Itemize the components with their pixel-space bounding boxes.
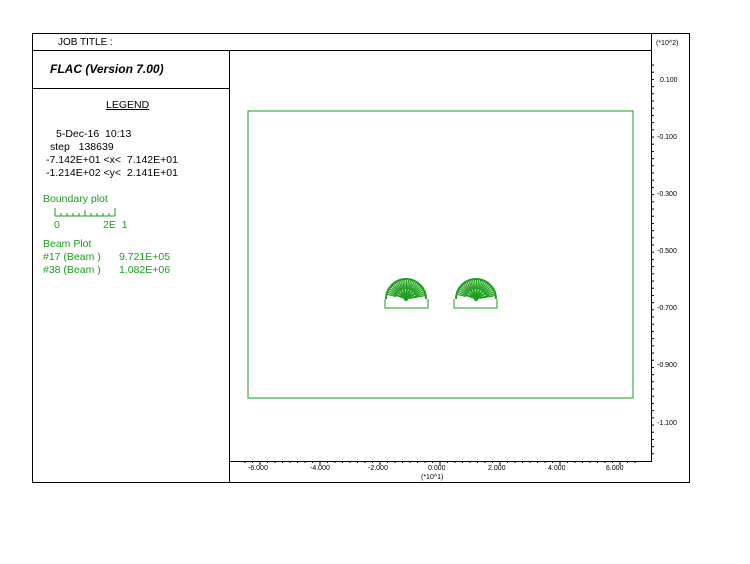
y-tick-label: -1.100 [657, 420, 677, 427]
beam-force-line [410, 281, 418, 291]
legend-y-range: -1.214E+02 <y< 2.141E+01 [46, 167, 178, 179]
beam-force-line [409, 289, 424, 298]
beam-force-line [457, 289, 473, 298]
legend-date: 5-Dec-16 10:13 [56, 128, 131, 141]
beam-value: 1.082E+06 [119, 264, 171, 276]
beam-force-line [388, 287, 398, 295]
beam-force-line [387, 291, 409, 301]
beam-force-line [407, 280, 416, 296]
job-title-label: JOB TITLE : [58, 37, 113, 48]
x-scale-label: (*10^1) [421, 474, 444, 481]
legend-step: step 138639 [50, 141, 114, 154]
beam-force-line [386, 293, 397, 298]
beam-force-line [483, 285, 492, 294]
beam-force-line [404, 279, 406, 290]
legend-step-value: 138639 [78, 141, 114, 153]
boundary-scale-bar [54, 208, 116, 217]
model-boundary [247, 110, 634, 399]
x-tick-label: 4.000 [548, 465, 566, 472]
program-title: FLAC (Version 7.00) [50, 62, 164, 76]
x-tick-label: -2.000 [368, 465, 388, 472]
y-tick-label: -0.700 [657, 305, 677, 312]
x-tick-label: 2.000 [488, 465, 506, 472]
scale-max-label: 2E 1 [103, 219, 128, 231]
scale-min-label: 0 [54, 219, 60, 231]
beam-force-line [407, 279, 412, 290]
legend-heading: LEGEND [106, 99, 150, 111]
beam-id: #38 (Beam ) [43, 264, 101, 276]
beam-force-line [478, 284, 491, 297]
beam-force-line [461, 284, 474, 297]
beam-force-line [387, 289, 403, 298]
x-tick-label: 6.000 [606, 465, 624, 472]
beam-force-line [413, 285, 422, 294]
beam-force-line [408, 284, 421, 297]
beam-force-line [405, 279, 410, 296]
header-divider [32, 50, 652, 51]
left-panel-divider [229, 50, 230, 483]
beam-row-2: #38 (Beam ) 1.082E+06 [43, 264, 170, 277]
x-tick-label: -4.000 [310, 465, 330, 472]
beam-force-line [479, 289, 494, 298]
beam-force-line [462, 283, 471, 292]
beam-force-line [401, 279, 406, 296]
beam-force-line [457, 291, 479, 301]
tunnel-right [453, 278, 498, 309]
boundary-plot-label: Boundary plot [43, 193, 108, 205]
y-tick-label: -0.500 [657, 248, 677, 255]
beam-force-line [409, 294, 426, 299]
y-tick-label: -0.300 [657, 191, 677, 198]
legend-x-range: -7.142E+01 <x< 7.142E+01 [46, 154, 178, 166]
plot-frame [32, 33, 690, 483]
beam-force-line [471, 279, 476, 296]
legend-time-value: 10:13 [105, 128, 132, 140]
beam-force-line [479, 294, 496, 299]
y-tick-label: 0.100 [660, 77, 678, 84]
right-axis-line [651, 33, 652, 461]
beam-force-line [475, 279, 480, 296]
x-tick-label: -6.000 [248, 465, 268, 472]
beam-force-line [396, 281, 405, 296]
beam-force-line [456, 293, 467, 298]
beam-force-line [477, 279, 482, 290]
beam-row-1: #17 (Beam ) 9.721E+05 [43, 251, 170, 264]
beam-force-line [466, 281, 475, 296]
beam-force-line [485, 290, 495, 296]
beam-force-line [480, 281, 488, 291]
beam-force-line [477, 280, 486, 296]
legend-date-value: 5-Dec-16 [56, 128, 100, 140]
tunnel-left [384, 278, 429, 309]
beam-id: #17 (Beam ) [43, 251, 101, 263]
y-tick-label: -0.100 [657, 134, 677, 141]
y-tick-label: -0.900 [657, 362, 677, 369]
beam-force-line [474, 279, 476, 290]
legend-step-label: step [50, 141, 70, 153]
beam-plot-label: Beam Plot [43, 238, 92, 250]
x-tick-label: 0.000 [428, 465, 446, 472]
beam-force-line [458, 287, 468, 295]
beam-force-line [392, 283, 401, 292]
y-scale-label: (*10^2) [656, 40, 679, 47]
beam-force-line [397, 280, 403, 290]
beam-force-line [467, 280, 473, 290]
title-divider [32, 88, 230, 89]
beam-value: 9.721E+05 [119, 251, 171, 263]
beam-force-line [391, 284, 404, 297]
beam-force-line [415, 290, 425, 296]
